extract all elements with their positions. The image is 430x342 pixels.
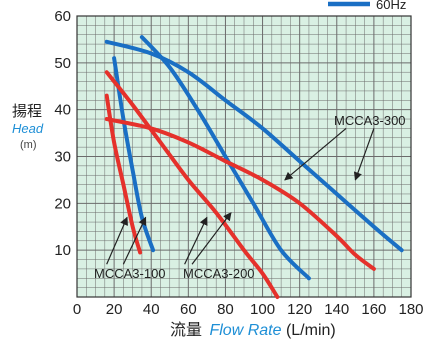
- arrow-mcca3-200: [191, 212, 232, 265]
- label-mcca3-200: MCCA3-200: [183, 266, 255, 281]
- x-tick-label: 140: [324, 301, 349, 318]
- x-axis-label-jp: 流量: [170, 321, 202, 339]
- curve-mcca3-200-50hz: [104, 70, 280, 299]
- x-tick-label: 80: [217, 301, 234, 318]
- x-axis-unit: (L/min): [286, 322, 336, 339]
- y-tick-label: 30: [54, 149, 71, 166]
- x-axis-title: 流量 Flow Rate (L/min): [170, 321, 336, 339]
- arrow-mcca3-100: [122, 216, 147, 265]
- curve-mcca3-100-60hz: [112, 56, 156, 253]
- curve-mcca3-100-50hz: [104, 93, 143, 255]
- y-axis-label-jp: 揚程: [12, 103, 42, 120]
- curve-mcca3-300-50hz: [104, 117, 376, 271]
- x-tick-label: 120: [287, 301, 312, 318]
- y-tick-label: 20: [54, 195, 71, 212]
- label-mcca3-300: MCCA3-300: [334, 113, 406, 128]
- arrow-mcca3-200: [184, 216, 208, 265]
- arrow-mcca3-300: [284, 127, 347, 181]
- curve-mcca3-300-60hz: [104, 39, 404, 253]
- x-axis-label-en: Flow Rate: [209, 322, 281, 339]
- y-tick-label: 40: [54, 102, 71, 119]
- legend-label-60hz: 60Hz: [376, 0, 406, 12]
- plot-frame: [76, 15, 412, 298]
- arrow-mcca3-100: [106, 216, 128, 265]
- x-tick-label: 180: [398, 301, 423, 318]
- x-tick-label: 60: [180, 301, 197, 318]
- y-axis-label-en: Head: [12, 121, 44, 136]
- x-tick-label: 160: [361, 301, 386, 318]
- x-tick-label: 100: [250, 301, 275, 318]
- curve-mcca3-200-60hz: [139, 35, 311, 281]
- x-tick-label: 0: [73, 301, 81, 318]
- x-tick-label: 20: [106, 301, 123, 318]
- arrow-mcca3-300: [353, 128, 375, 181]
- y-tick-label: 10: [54, 242, 71, 259]
- y-tick-label: 50: [54, 55, 71, 72]
- y-tick-label: 60: [54, 8, 71, 25]
- label-mcca3-100: MCCA3-100: [94, 266, 166, 281]
- x-tick-label: 40: [143, 301, 160, 318]
- y-axis-unit: (m): [20, 139, 37, 151]
